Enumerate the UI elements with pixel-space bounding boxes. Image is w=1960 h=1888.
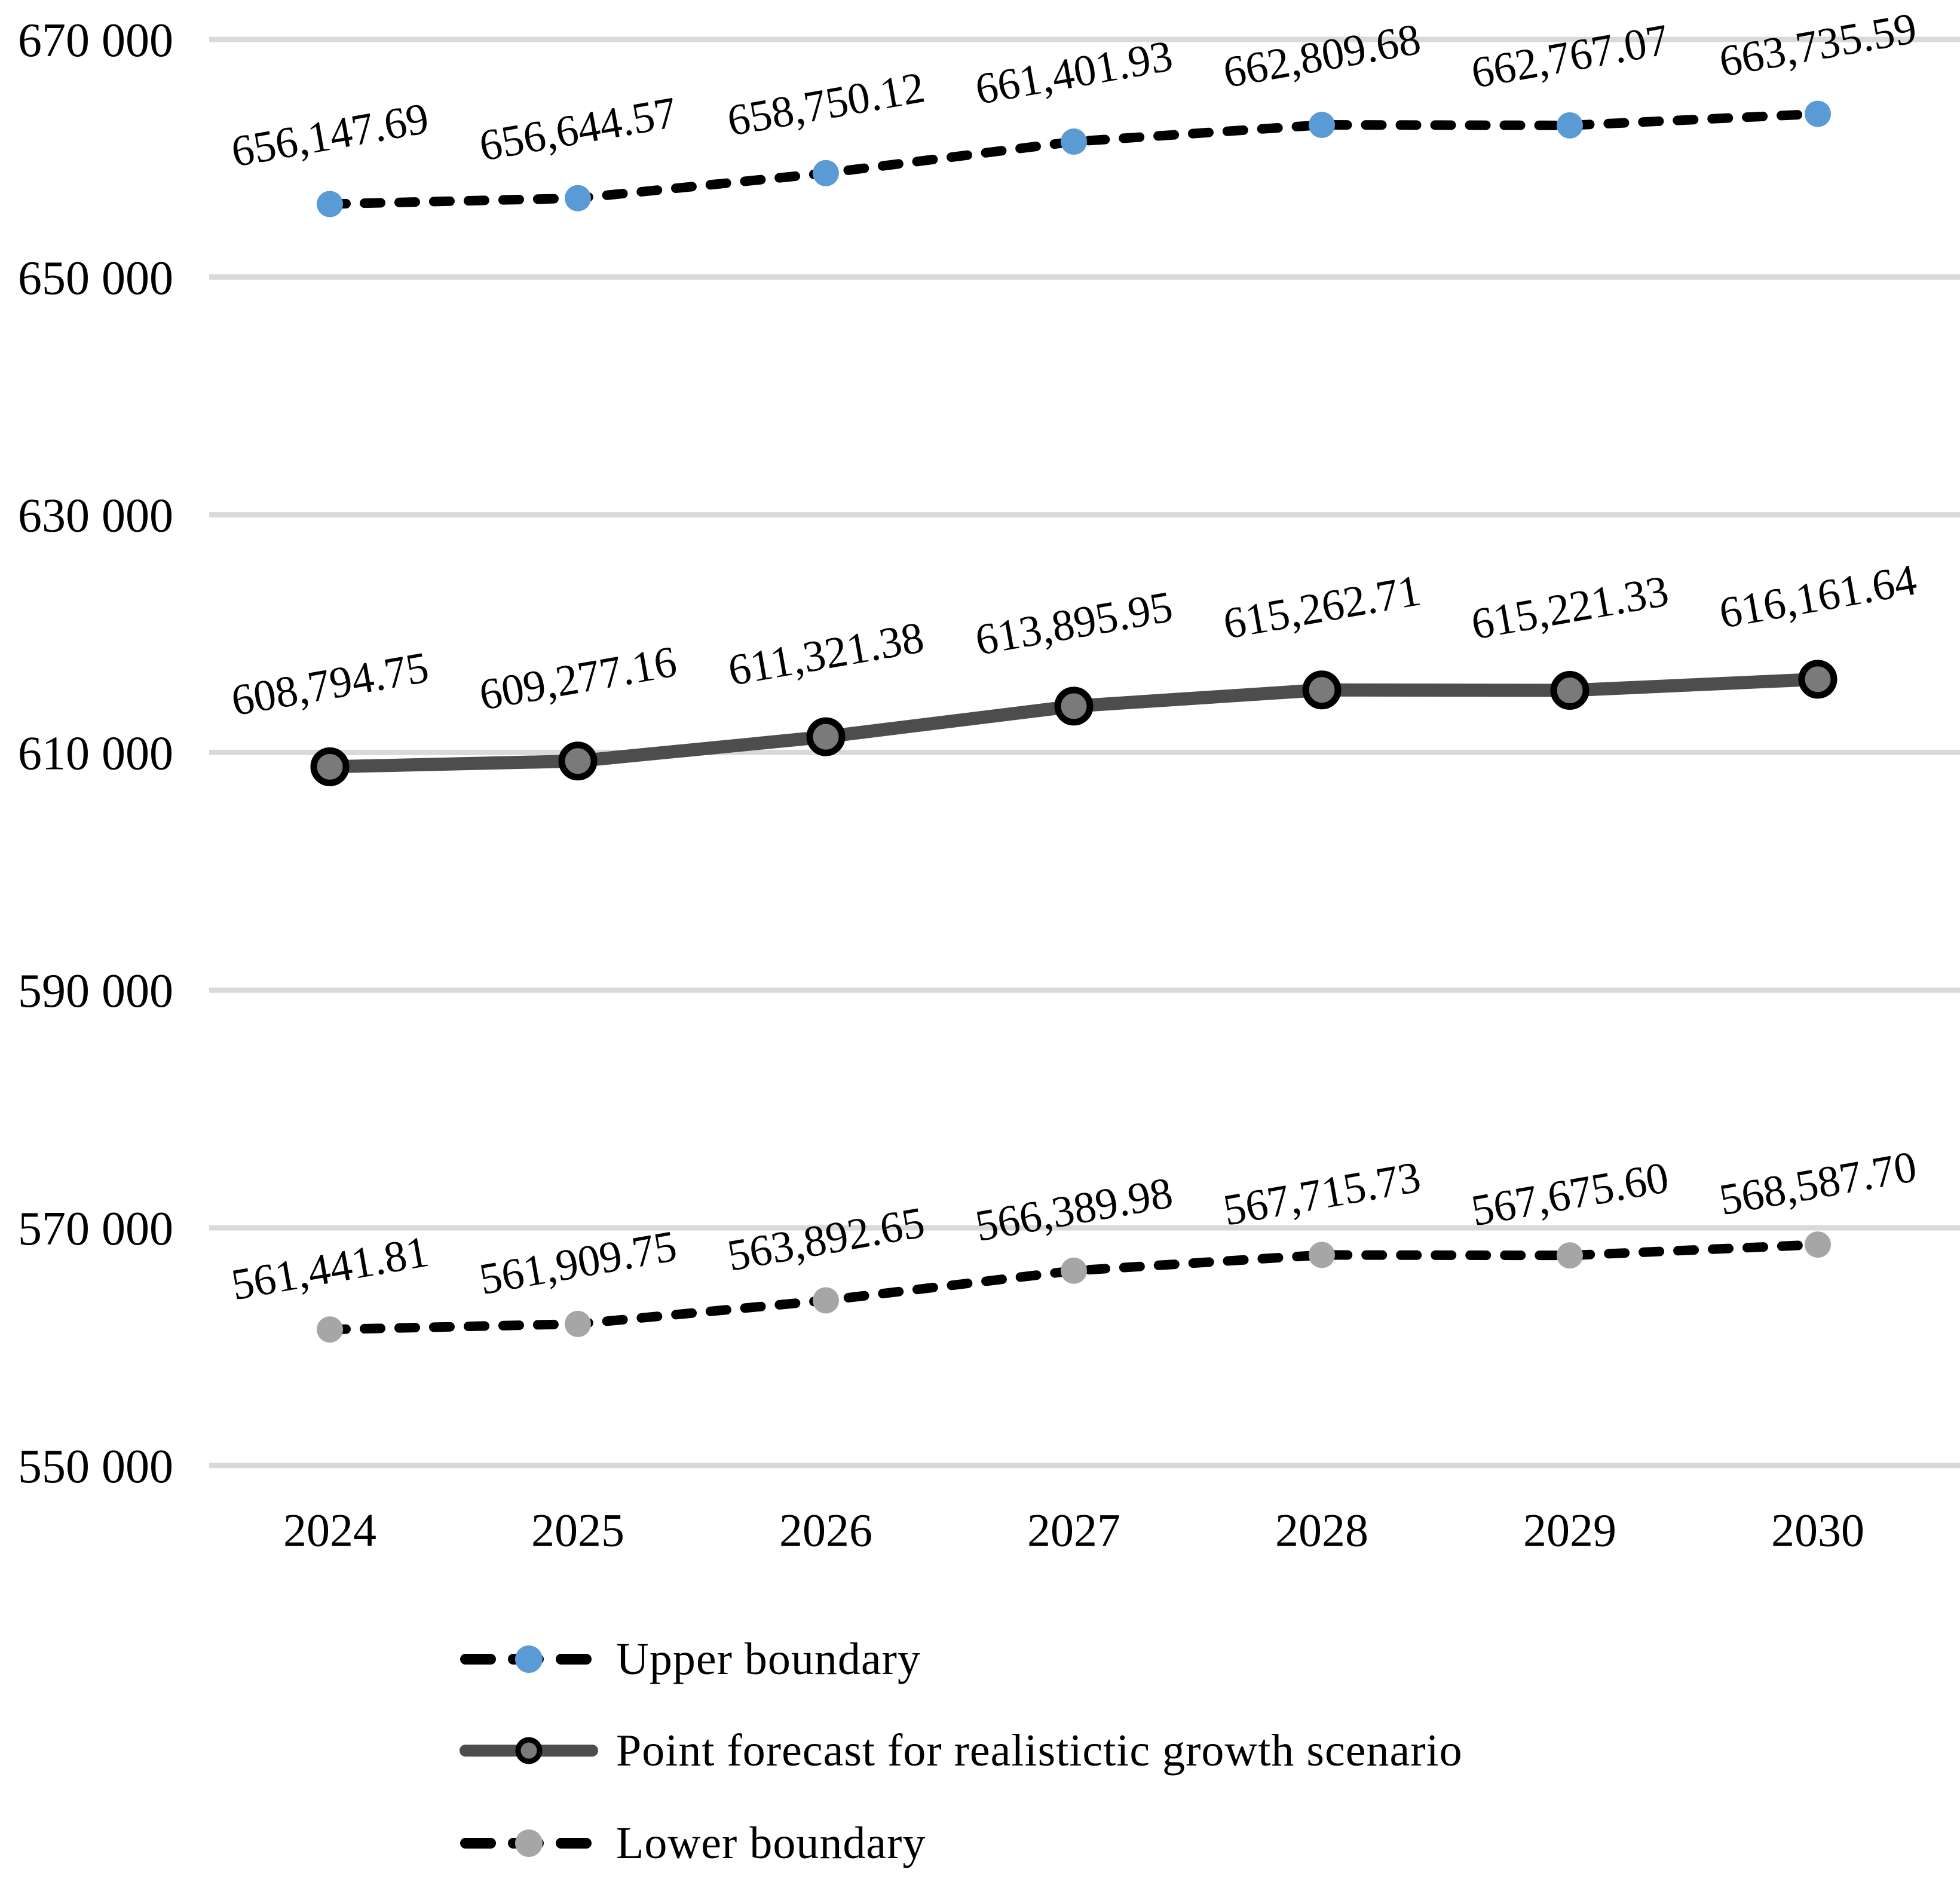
y-tick-label: 650 000 [18,252,173,305]
data-point-marker [1302,670,1342,710]
x-tick-label: 2027 [1027,1504,1120,1556]
data-point-marker [1550,671,1590,710]
data-point-marker [813,160,839,186]
data-point-marker [1061,1257,1087,1284]
data-point-label: 663,735.59 [1716,4,1920,87]
data-point-marker [806,717,846,756]
gridlines [209,36,1960,1469]
data-point-marker [1805,1231,1831,1258]
data-point-marker [1054,686,1094,726]
data-point-marker [317,191,343,217]
data-point-label: 661,401.93 [972,32,1176,115]
x-tick-label: 2025 [531,1504,624,1556]
data-point-label: 568,587.70 [1716,1142,1920,1225]
data-point-marker [565,1310,591,1337]
data-point-label: 662,809.68 [1220,15,1424,98]
data-point-marker [565,185,591,212]
data-point-label: 609,277.16 [476,637,680,720]
series-markers-2 [317,1231,1831,1343]
x-tick-label: 2030 [1771,1504,1864,1556]
data-point-marker [1805,100,1831,127]
data-point-label: 566,389.98 [972,1168,1176,1251]
y-axis-tick-labels: 670 000 650 000 630 000 610 000 590 000 570 0… [18,14,173,1493]
data-point-label: 662,767.07 [1468,15,1672,98]
data-point-label: 567,715.73 [1220,1153,1424,1236]
y-tick-label: 550 000 [18,1440,173,1493]
y-tick-label: 610 000 [18,727,173,780]
data-point-marker [1798,660,1838,699]
x-tick-label: 2028 [1275,1504,1368,1556]
y-tick-label: 570 000 [18,1203,173,1255]
data-point-label: 616,161.64 [1716,555,1920,638]
data-point-label: 658,750.12 [724,63,928,146]
x-axis-labels: 2024 2025 2026 2027 2028 2029 2030 [283,1504,1864,1556]
x-tick-label: 2024 [283,1504,376,1556]
data-point-marker [1061,128,1087,155]
data-point-marker [558,741,598,781]
data-point-label: 561,909.75 [476,1221,680,1304]
data-point-label: 613,895.95 [972,582,1176,665]
x-tick-label: 2029 [1523,1504,1616,1556]
data-point-label: 615,262.71 [1220,566,1424,649]
data-point-label: 561,441.81 [228,1227,432,1310]
data-point-label: 615,221.33 [1468,566,1672,649]
y-tick-label: 630 000 [18,490,173,543]
data-point-label: 611,321.38 [725,613,927,695]
x-tick-label: 2026 [779,1504,872,1556]
data-point-marker [310,747,350,786]
data-point-marker [813,1287,839,1314]
data-point-label: 608,794.75 [228,643,432,726]
data-point-marker [1557,1242,1583,1269]
data-point-marker [1309,1242,1335,1268]
series-markers-0 [317,100,1831,217]
data-point-marker [317,1316,343,1343]
data-point-label: 656,147.69 [228,94,432,177]
series-markers-1 [310,660,1838,786]
data-point-label: 563,892.65 [724,1198,928,1281]
y-tick-label: 670 000 [18,14,173,67]
data-point-label: 567,675.60 [1468,1153,1672,1236]
y-tick-label: 590 000 [18,965,173,1017]
data-point-label: 656,644.57 [476,88,680,171]
data-point-marker [1557,112,1583,139]
data-point-marker [1309,112,1335,139]
